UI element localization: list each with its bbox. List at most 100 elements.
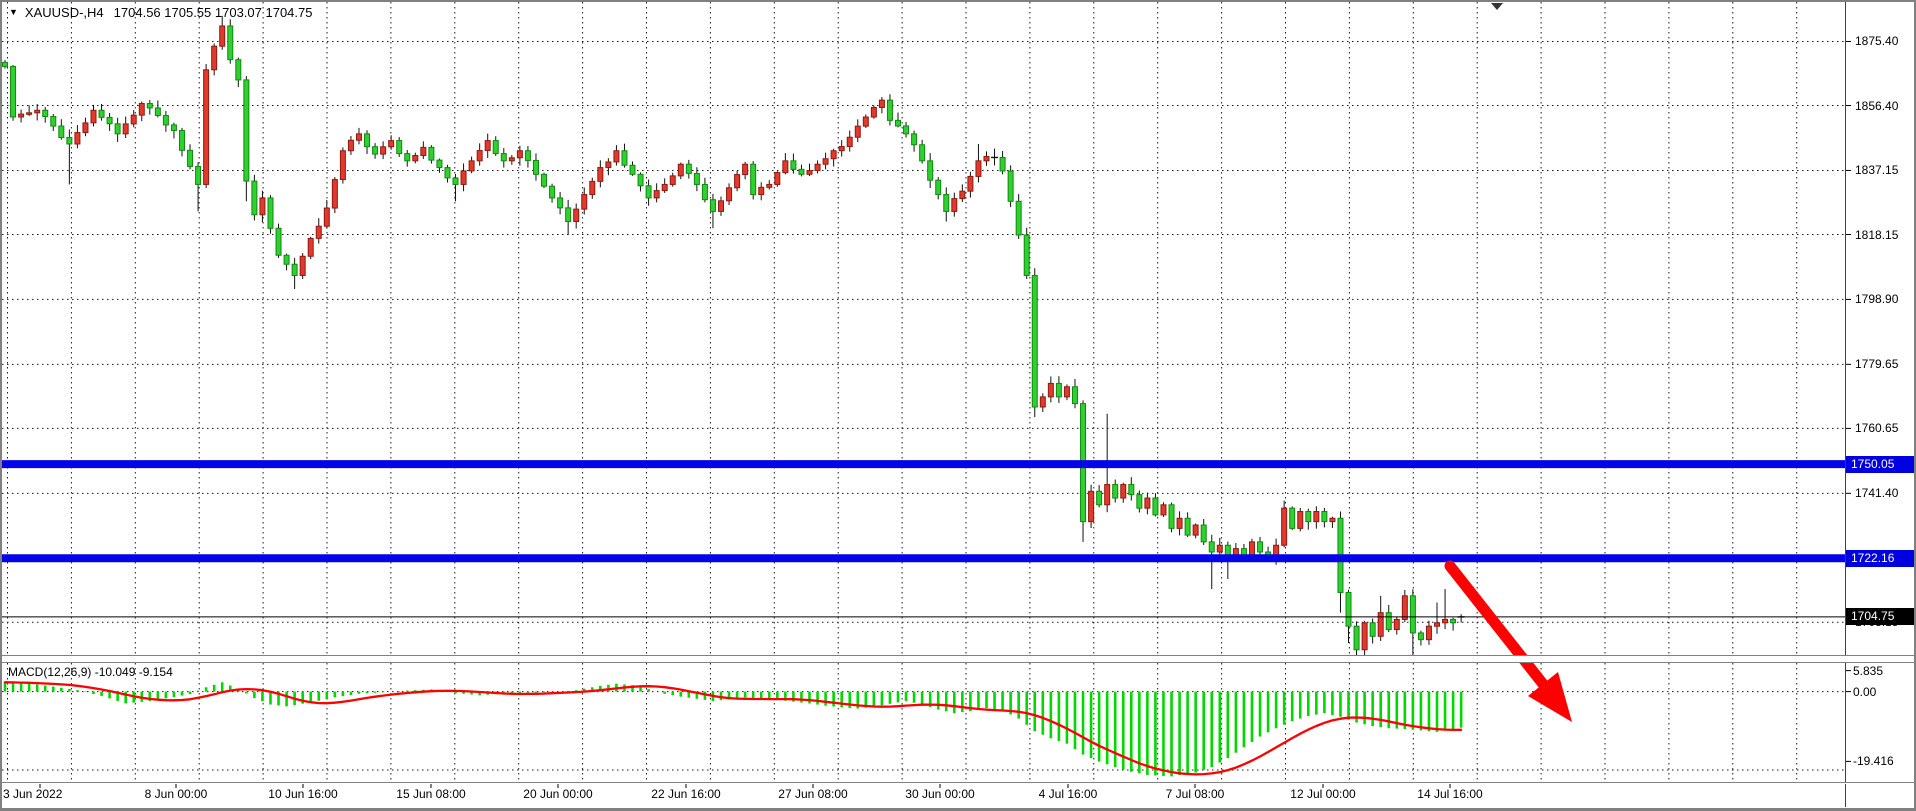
candle-bullish: [26, 112, 33, 115]
candle-bearish: [999, 156, 1006, 172]
candle-bearish: [524, 150, 531, 161]
candle-bullish: [605, 161, 612, 169]
candle-bullish: [1088, 490, 1095, 523]
candle-bearish: [1031, 274, 1038, 408]
candle-bearish: [146, 103, 153, 109]
trend-arrow-head[interactable]: [1528, 672, 1572, 722]
candle-bullish: [951, 198, 958, 212]
candle-bearish: [557, 197, 564, 209]
time-axis-label: 3 Jun 2022: [3, 787, 63, 801]
chart-shift-marker-icon[interactable]: [1491, 3, 1503, 10]
candle-bullish: [959, 190, 966, 200]
candle-bearish: [162, 115, 169, 126]
candle-bearish: [693, 172, 700, 185]
candle-bullish: [130, 114, 137, 125]
macd-signal-line: [3, 681, 1463, 776]
candle-bullish: [331, 179, 338, 209]
candle-bullish: [1329, 517, 1336, 523]
candle-bullish: [508, 157, 515, 162]
time-axis-label: 7 Jul 08:00: [1165, 787, 1225, 801]
level-price-badge: 1750.05: [1846, 455, 1916, 473]
candle-bearish: [1071, 386, 1078, 405]
candle-bearish: [114, 123, 121, 135]
candle-bearish: [629, 164, 636, 175]
candle-bullish: [476, 150, 483, 162]
price-axis-label: 1760.65: [1855, 421, 1899, 436]
title-ohlc-values: 1704.56 1705.55 1703.07 1704.75: [113, 5, 313, 20]
price-axis-label: 1875.40: [1855, 34, 1899, 49]
candle-bullish: [219, 25, 226, 47]
candle-bearish: [283, 254, 290, 265]
candle-bullish: [90, 109, 97, 124]
candle-bullish: [669, 175, 676, 185]
candle-bullish: [1297, 511, 1304, 529]
main-macd-separator[interactable]: [0, 655, 1916, 663]
time-axis-label: 20 Jun 00:00: [523, 787, 593, 801]
time-axis[interactable]: 3 Jun 2022 8 Jun 00:00 10 Jun 16:00 15 Jun …: [0, 784, 1916, 806]
candle-bearish: [243, 79, 250, 182]
candle-bearish: [1007, 170, 1014, 202]
candle-bearish: [1184, 517, 1191, 536]
window-top-border: [0, 0, 1916, 2]
candle-bearish: [1208, 541, 1215, 553]
candle-bullish: [1377, 612, 1384, 637]
candle-bullish: [1401, 595, 1408, 620]
candle-bearish: [42, 109, 49, 118]
candle-bullish: [1047, 382, 1054, 398]
trend-arrow-shaft[interactable]: [1444, 560, 1549, 690]
candle-bearish: [235, 59, 242, 81]
candle-bullish: [766, 183, 773, 188]
candle-bullish: [581, 194, 588, 210]
candle-bearish: [709, 199, 716, 212]
candle-bearish: [750, 163, 757, 196]
candle-bearish: [645, 185, 652, 199]
candle-bullish: [806, 170, 813, 175]
candle-bullish: [782, 160, 789, 174]
candle-bearish: [1200, 524, 1207, 543]
price-axis-label: 1837.15: [1855, 163, 1899, 178]
candle-bearish: [541, 173, 548, 187]
candle-bearish: [170, 124, 177, 131]
candle-bearish: [621, 150, 628, 166]
candle-bullish: [82, 122, 89, 134]
candle-bearish: [919, 144, 926, 162]
candle-bearish: [404, 153, 411, 162]
candle-bullish: [355, 133, 362, 141]
candle-bullish: [1281, 507, 1288, 546]
macd-axis-label: 0.00: [1853, 684, 1877, 699]
candle-bullish: [1104, 484, 1111, 506]
candle-bullish: [1393, 618, 1400, 631]
candle-bullish: [347, 139, 354, 152]
candle-bearish: [396, 140, 403, 155]
title-symbol-timeframe: XAUUSD-,H4: [24, 5, 104, 20]
candle-bearish: [1369, 622, 1376, 637]
candle-bullish: [597, 167, 604, 182]
candle-bullish: [388, 140, 395, 148]
candle-bearish: [1055, 382, 1062, 398]
candle-bullish: [854, 125, 861, 138]
candle-bearish: [178, 129, 185, 151]
candle-bullish: [74, 132, 81, 145]
candle-bullish: [516, 150, 523, 159]
candle-bearish: [911, 133, 918, 146]
candle-bearish: [1136, 494, 1143, 509]
candle-bullish: [323, 207, 330, 227]
candle-bearish: [894, 119, 901, 127]
macd-axis-label: 5.835: [1853, 663, 1884, 678]
candle-bullish: [1192, 524, 1199, 536]
candle-bearish: [1409, 595, 1416, 634]
candle-bearish: [291, 263, 298, 276]
candle-bearish: [187, 149, 194, 167]
candle-bullish: [299, 255, 306, 276]
candle-bearish: [444, 167, 451, 179]
candle-bullish: [211, 45, 218, 71]
candle-bearish: [943, 194, 950, 212]
candle-bearish: [1015, 200, 1022, 236]
candle-bullish: [677, 163, 684, 177]
candle-bearish: [10, 65, 17, 118]
time-axis-label: 8 Jun 00:00: [144, 787, 208, 801]
candle-bullish: [838, 146, 845, 152]
candle-bullish: [1313, 511, 1320, 523]
symbol-collapse-triangle-icon[interactable]: ▼: [9, 7, 18, 17]
